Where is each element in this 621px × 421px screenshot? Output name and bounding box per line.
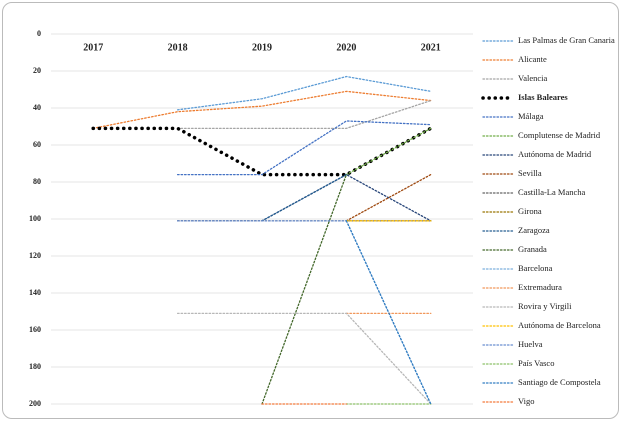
x-tick-label: 2020 [336,42,356,53]
legend-label: Valencia [518,73,547,83]
y-tick-label: 120 [29,251,41,260]
chart: 0 20 40 60 80 100 120 140 160 180 200 2017 2018 2019 2… [29,29,615,408]
legend-label: Alicante [518,54,547,64]
legend-label: Huelva [518,339,543,349]
y-tick-label: 20 [33,66,41,75]
legend-label: Girona [518,206,542,216]
series-line [176,312,432,405]
series-line [176,99,432,129]
y-tick-label: 180 [29,362,41,371]
legend-label: Vigo [518,396,535,406]
series-line [345,173,432,222]
legend-label: Las Palmas de Gran Canaria [518,35,615,45]
legend-label: Zaragoza [518,225,550,235]
legend-label: Autónoma de Barcelona [518,320,601,330]
legend-label: Granada [518,244,547,254]
x-tick-label: 2019 [252,42,272,53]
legend-label: Autónoma de Madrid [518,149,592,159]
legend-label: Málaga [518,111,544,121]
y-tick-label: 100 [29,214,41,223]
legend-label: País Vasco [518,358,554,368]
series-line [176,120,432,176]
legend-label: Islas Baleares [518,92,568,102]
y-tick-label: 0 [37,29,41,38]
legend-label: Santiago de Compostela [518,377,601,387]
y-tick-label: 40 [33,103,41,112]
y-tick-label: 60 [33,140,41,149]
y-tick-label: 200 [29,399,41,408]
x-tick-label: 2018 [168,42,188,53]
series-line [91,126,433,177]
y-tick-label: 80 [33,177,41,186]
x-tick-label: 2021 [421,42,441,53]
legend-label: Castilla-La Mancha [518,187,585,197]
series-line [176,75,432,111]
legend-label: Complutense de Madrid [518,130,601,140]
series-line [345,127,432,176]
legend-label: Rovira y Virgili [518,301,572,311]
series-line [261,173,348,222]
legend-label: Barcelona [518,263,553,273]
y-tick-label: 140 [29,288,41,297]
series-line [261,173,348,405]
x-tick-label: 2017 [83,42,103,53]
legend-label: Extremadura [518,282,562,292]
series-line [345,220,432,405]
legend-label: Sevilla [518,168,542,178]
series-line [92,90,432,129]
y-tick-label: 160 [29,325,41,334]
